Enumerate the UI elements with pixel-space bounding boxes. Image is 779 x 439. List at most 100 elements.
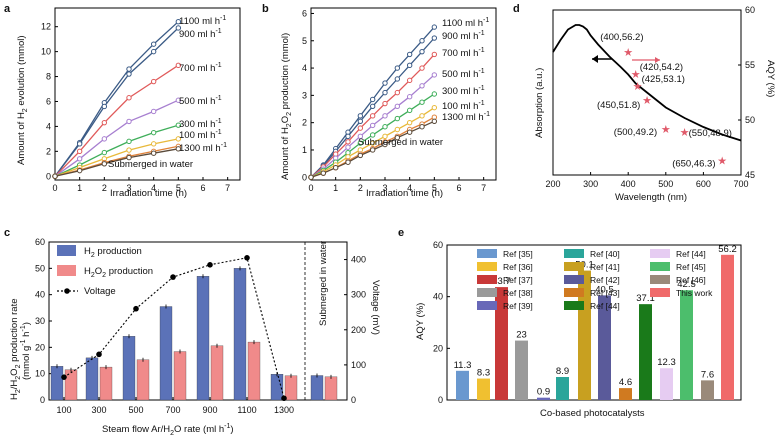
data-point xyxy=(369,122,376,129)
legend-swatch xyxy=(477,301,497,310)
data-point xyxy=(382,80,388,86)
y-tick-label: 4 xyxy=(46,121,51,131)
legend-label: Ref [38] xyxy=(503,288,533,298)
series-line xyxy=(54,99,179,177)
y-tick-label: 0 xyxy=(40,395,45,405)
x-tick-label: 900 xyxy=(202,405,217,415)
data-point xyxy=(431,91,438,97)
submerged-annotation: Submerged in water xyxy=(318,241,329,326)
y-tick-label: 40 xyxy=(35,290,45,300)
data-point xyxy=(357,152,364,159)
data-point xyxy=(76,141,83,147)
legend-swatch xyxy=(477,249,497,258)
voltage-point xyxy=(244,254,250,261)
legend-label: Ref [35] xyxy=(503,249,533,259)
legend-label: Ref [36] xyxy=(503,262,533,272)
legend-swatch-h2 xyxy=(57,245,76,256)
x-axis-label-e: Co-based photocatalysts xyxy=(540,408,645,419)
data-point xyxy=(369,96,376,103)
data-point xyxy=(126,147,132,153)
voltage-point xyxy=(96,351,102,358)
absorption-curve xyxy=(552,24,742,142)
y-tick-label: 0 xyxy=(438,395,443,405)
data-point xyxy=(419,99,425,105)
data-point xyxy=(406,51,413,58)
x-tick-label: 200 xyxy=(545,179,560,189)
aqy-point-marker: ★ xyxy=(623,47,633,59)
legend-swatch xyxy=(564,288,584,297)
y-tick-label: 4 xyxy=(302,63,307,73)
bar-value-label: 40.5 xyxy=(595,284,614,295)
legend-c: H2 production H2O2 production Voltage xyxy=(57,245,153,297)
bar-h2 xyxy=(233,268,247,401)
x-tick-label: 2 xyxy=(102,183,107,193)
data-point xyxy=(101,103,108,110)
bar-value-label: 37.1 xyxy=(636,293,655,304)
y-tick-label: 6 xyxy=(46,96,51,106)
data-point xyxy=(175,122,182,128)
x-tick-label: 2 xyxy=(358,183,363,193)
data-point xyxy=(431,72,438,78)
y-tick-label: 30 xyxy=(35,316,45,326)
left-axis-arrowhead xyxy=(592,55,598,63)
bar-h2 xyxy=(310,375,324,401)
data-point xyxy=(394,134,401,141)
data-point xyxy=(175,62,182,69)
data-point xyxy=(76,156,83,162)
data-point xyxy=(357,125,364,131)
data-point xyxy=(431,104,438,111)
series-label: 300 ml h-1 xyxy=(179,118,222,130)
series-label: 900 ml h-1 xyxy=(179,28,222,40)
bar-h2o2 xyxy=(284,375,298,401)
y-tick-label: 50 xyxy=(35,263,45,273)
data-point xyxy=(382,141,388,148)
data-point xyxy=(369,103,376,109)
data-point xyxy=(126,71,132,77)
data-point xyxy=(382,113,388,119)
bar-h2o2 xyxy=(64,369,78,401)
bar-13 xyxy=(721,254,734,400)
data-point xyxy=(419,48,425,55)
data-point xyxy=(175,97,182,103)
bar-value-label: 4.6 xyxy=(619,377,632,388)
legend-label: Ref [39] xyxy=(503,301,533,311)
x-tick-label: 5 xyxy=(432,183,437,193)
data-point xyxy=(382,89,388,96)
bar-value-label: 8.9 xyxy=(556,366,569,377)
aqy-point-marker: ★ xyxy=(633,81,643,93)
x-tick-label: 300 xyxy=(583,179,598,189)
x-tick-label: 700 xyxy=(733,179,748,189)
legend-swatch xyxy=(650,275,670,284)
series-label: 1100 ml h-1 xyxy=(442,17,489,29)
plot-frame-a xyxy=(54,7,241,181)
data-point xyxy=(431,35,438,41)
data-point xyxy=(357,113,364,119)
data-point xyxy=(369,132,376,138)
plot-frame-d xyxy=(552,9,742,176)
data-point xyxy=(345,159,351,165)
aqy-point-label: (500,49.2) xyxy=(614,127,657,138)
legend-swatch xyxy=(477,275,497,284)
data-point xyxy=(431,118,438,125)
y-axis-label-right-d: AQY (%) xyxy=(765,60,776,97)
data-point xyxy=(382,100,388,107)
x-tick-label: 600 xyxy=(696,179,711,189)
bar-h2 xyxy=(122,336,136,401)
series-label: 1300 ml h-1 xyxy=(442,111,490,123)
panel-c: Steam flow Ar/H2O rate (ml h-1) H2/H2O2 … xyxy=(9,237,381,437)
voltage-point xyxy=(281,395,287,402)
panel-label-b: b xyxy=(262,3,269,15)
aqy-points-group: ★(400,56.2)★(420,54.2)★(425,53.1)★(450,5… xyxy=(597,32,732,170)
series-line xyxy=(54,124,179,177)
data-point xyxy=(357,140,364,146)
legend-swatch xyxy=(564,301,584,310)
legend-swatch xyxy=(650,288,670,297)
series-label: 700 ml h-1 xyxy=(442,47,485,59)
y-tick-label: 5 xyxy=(302,36,307,46)
data-point xyxy=(101,136,108,142)
bar-value-label: 7.6 xyxy=(701,369,714,380)
bar-value-label: 0.9 xyxy=(537,387,550,398)
y-axis-label-b: Amount of H2O2 production (mmol) xyxy=(280,33,293,180)
bar-h2o2 xyxy=(247,341,261,401)
